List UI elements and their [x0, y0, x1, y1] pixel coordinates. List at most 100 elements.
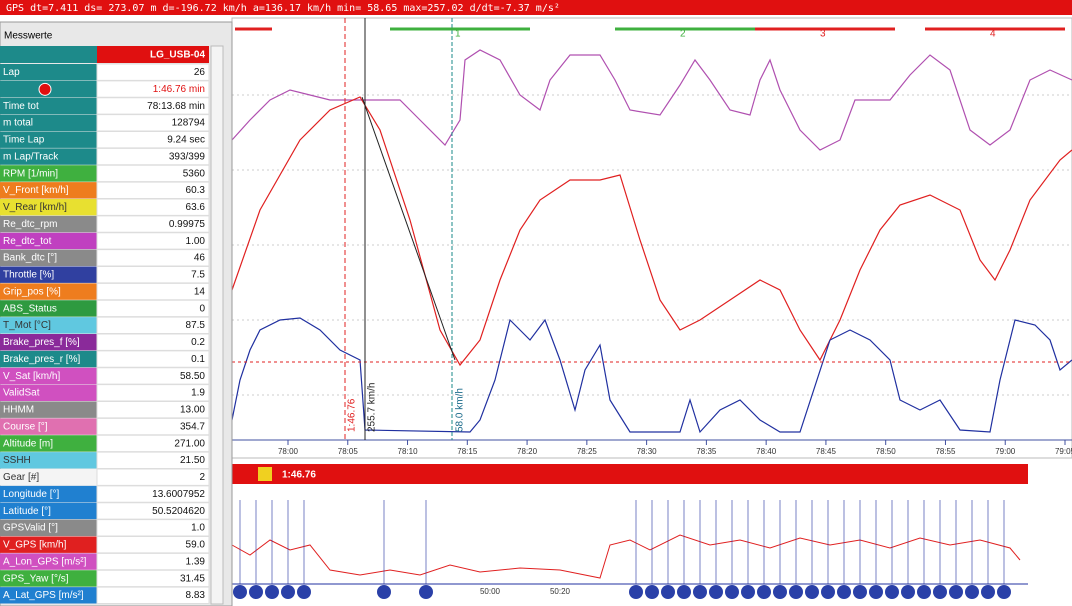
lap-marker: [377, 585, 391, 599]
plot-grid: [232, 94, 1072, 396]
bottom-icon: [258, 467, 272, 481]
row-name-cell: [0, 401, 97, 418]
lap-marker: [757, 585, 771, 599]
row-name: Time Lap: [3, 135, 45, 146]
row-name-cell: [0, 199, 97, 216]
time-tick-label: 78:35: [696, 447, 717, 456]
time-tick-label: 78:15: [457, 447, 478, 456]
status-bar: [0, 0, 1072, 15]
lap-marker: [853, 585, 867, 599]
row-value: 78:13.68 min: [147, 101, 205, 112]
row-value: 354.7: [180, 421, 205, 432]
lap-marker: [677, 585, 691, 599]
lap-marker: [789, 585, 803, 599]
row-value: 60.3: [186, 185, 206, 196]
row-value: 0.99975: [169, 219, 206, 230]
row-name: Brake_pres_r [%]: [3, 354, 80, 365]
row-name: V_Front [km/h]: [3, 185, 69, 196]
row-name-cell: [0, 502, 97, 520]
row-value: 393/399: [169, 151, 206, 162]
row-name-cell: [0, 114, 97, 131]
row-name-cell: [0, 469, 97, 486]
row-name: ABS_Status: [3, 303, 57, 314]
row-name: Grip_pos [%]: [3, 286, 61, 297]
row-name: Latitude [°]: [3, 506, 51, 517]
lap-marker: [837, 585, 851, 599]
header-cell: [0, 46, 97, 63]
row-name: Time tot: [3, 101, 39, 112]
row-name-cell: [0, 165, 97, 182]
row-value: 9.24 sec: [167, 135, 205, 146]
bottom-trace: [231, 534, 1021, 579]
bottom-axis-label: 50:20: [550, 587, 571, 596]
lap-marker: [917, 585, 931, 599]
row-value: 13.00: [180, 405, 205, 416]
row-value: 0.2: [191, 337, 205, 348]
cursor-label: 1:46.76: [347, 398, 358, 432]
row-name-cell: [0, 452, 97, 469]
lap-marker: [249, 585, 263, 599]
lap-marker: [629, 585, 643, 599]
row-name-cell: [0, 553, 97, 570]
row-value: 13.6007952: [152, 489, 205, 500]
time-tick-label: 78:25: [577, 447, 598, 456]
row-name-cell: [0, 215, 97, 233]
row-name-cell: [0, 249, 97, 266]
lap-marker: [901, 585, 915, 599]
row-value: 50.5204620: [152, 506, 205, 517]
row-value: 1.39: [186, 556, 206, 567]
time-tick-label: 78:55: [935, 447, 956, 456]
row-name-cell: [0, 266, 97, 283]
row-name-cell: [0, 485, 97, 503]
row-value: 1.0: [191, 523, 205, 534]
row-value: 59.0: [186, 540, 206, 551]
row-name-cell: [0, 384, 97, 401]
row-name-cell: [0, 317, 97, 334]
row-value: 46: [194, 253, 206, 264]
row-name: HHMM: [3, 405, 34, 416]
row-name: A_Lon_GPS [m/s²]: [3, 556, 87, 567]
row-name: m total: [3, 118, 33, 129]
row-name: Re_dtc_tot: [3, 236, 52, 247]
lap-label: 3: [820, 29, 826, 40]
row-name: V_Sat [km/h]: [3, 371, 60, 382]
row-name-cell: [0, 182, 97, 199]
row-name: Brake_pres_f [%]: [3, 337, 80, 348]
plot-area: [231, 17, 1072, 459]
row-value: 1.9: [191, 388, 205, 399]
bottom-header-bar: [232, 464, 1028, 484]
row-name: Altitude [m]: [3, 438, 53, 449]
row-name-cell: [0, 435, 97, 452]
time-tick-label: 79:00: [995, 447, 1016, 456]
row-name: A_Lat_GPS [m/s²]: [3, 590, 84, 601]
row-value: 0.1: [191, 354, 205, 365]
row-name: Lap: [3, 67, 20, 78]
row-name: Bank_dtc [°]: [3, 253, 57, 264]
lap-marker: [693, 585, 707, 599]
time-tick-label: 78:05: [338, 447, 359, 456]
scrollbar[interactable]: [210, 45, 224, 605]
device-name[interactable]: LG_USB-04: [150, 50, 205, 61]
row-value: 31.45: [180, 573, 205, 584]
lap-marker: [821, 585, 835, 599]
status-text: GPS dt=7.411 ds= 273.07 m d=-196.72 km/h…: [6, 3, 560, 14]
row-value: 5360: [183, 168, 206, 179]
lap-marker: [233, 585, 247, 599]
row-value: 7.5: [191, 270, 205, 281]
lap-marker: [265, 585, 279, 599]
row-value-cell: [96, 282, 210, 301]
lap-marker: [645, 585, 659, 599]
lap-marker: [773, 585, 787, 599]
row-value: 128794: [172, 118, 206, 129]
lap-label: 4: [990, 29, 996, 40]
bottom-axis-label: 50:00: [480, 587, 501, 596]
time-tick-label: 78:20: [517, 447, 538, 456]
row-value: 271.00: [174, 438, 205, 449]
row-name: m Lap/Track: [3, 151, 59, 162]
row-value: 14: [194, 286, 206, 297]
cursor-label: 255.7 km/h: [367, 383, 378, 432]
row-name: Gear [#]: [3, 472, 39, 483]
bottom-header: 1:46.76: [282, 470, 316, 481]
row-name-cell: [0, 300, 97, 317]
row-value: 1.00: [186, 236, 206, 247]
